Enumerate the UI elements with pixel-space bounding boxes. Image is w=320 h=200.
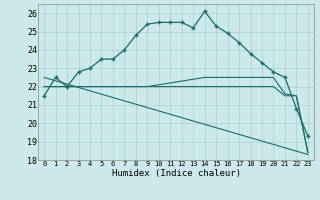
X-axis label: Humidex (Indice chaleur): Humidex (Indice chaleur)	[111, 169, 241, 178]
